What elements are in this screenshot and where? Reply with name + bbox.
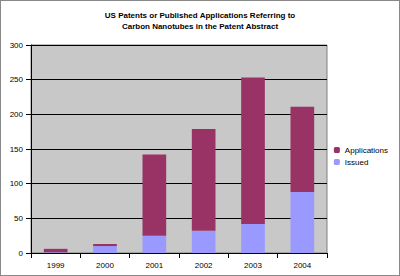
svg-text:1999: 1999: [47, 261, 65, 270]
svg-text:0: 0: [19, 249, 24, 258]
svg-text:200: 200: [10, 110, 24, 119]
svg-text:150: 150: [10, 145, 24, 154]
svg-text:250: 250: [10, 75, 24, 84]
svg-text:2001: 2001: [145, 261, 163, 270]
svg-text:Applications: Applications: [345, 146, 388, 155]
svg-text:2000: 2000: [96, 261, 114, 270]
svg-text:2002: 2002: [195, 261, 213, 270]
svg-text:Carbon Nanotubes in the Patent: Carbon Nanotubes in the Patent Abstract: [122, 22, 279, 31]
svg-text:2003: 2003: [244, 261, 262, 270]
svg-text:50: 50: [14, 214, 23, 223]
svg-text:Issued: Issued: [345, 158, 369, 167]
svg-text:2004: 2004: [293, 261, 311, 270]
svg-text:US Patents or Published Applic: US Patents or Published Applications Ref…: [105, 11, 296, 20]
svg-text:100: 100: [10, 179, 24, 188]
svg-text:300: 300: [10, 41, 24, 50]
